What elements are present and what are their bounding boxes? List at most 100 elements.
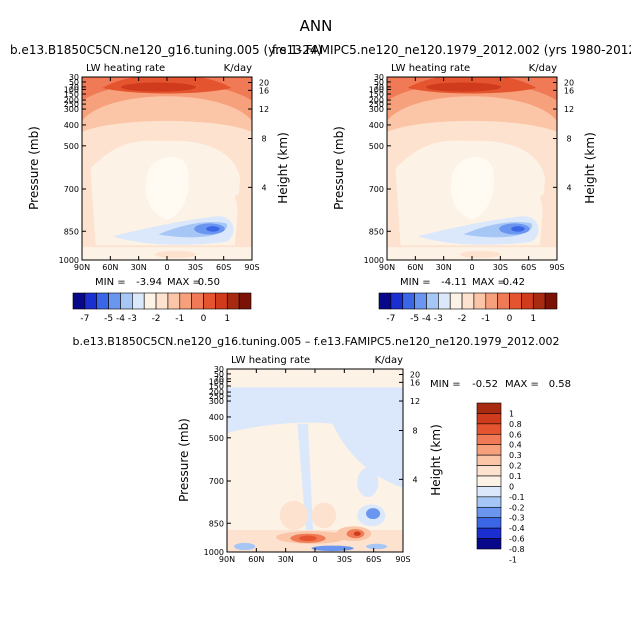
colorbar-swatch: [143, 292, 157, 310]
right-max-value: 0.42: [503, 277, 525, 288]
colorbar-tick-label: -0.6: [509, 535, 525, 544]
colorbar-swatch: [544, 292, 558, 310]
y-tick-label: 250: [209, 392, 224, 401]
right-axes: 90N 60N 30N 0 30S 60S 90S 305070100150200250300…: [364, 73, 574, 272]
y2-tick-label: 4: [566, 183, 571, 192]
contour-region: [450, 156, 494, 220]
y2-tick-label: 12: [564, 105, 574, 114]
y-tick-label: 400: [369, 121, 384, 130]
difference-y2-axis-label: Height (km): [429, 424, 443, 495]
y-tick-label: 700: [369, 185, 384, 194]
colorbar-swatch: [203, 292, 216, 310]
x-tick-label: 60N: [407, 263, 423, 272]
y2-tick-label: 4: [412, 475, 417, 484]
colorbar-swatch: [167, 292, 181, 310]
contour-region: [311, 545, 354, 552]
y-tick-label: 70: [69, 83, 79, 92]
colorbar-tick-label: -2: [458, 314, 467, 324]
y2-tick-label: 8: [261, 134, 266, 143]
y-tick-label: 700: [64, 185, 79, 194]
colorbar-tick-label: -3: [434, 314, 443, 324]
difference-min-label: MIN =: [430, 379, 461, 390]
difference-min-value: -0.52: [472, 379, 498, 390]
colorbar-tick-label: -0.2: [509, 503, 525, 512]
left-y-axis-label: Pressure (mb): [27, 126, 41, 210]
y-tick-label: 1000: [59, 256, 79, 265]
difference-heatmap-fill: [227, 369, 403, 552]
x-tick-label: 0: [312, 555, 317, 564]
contour-region: [460, 250, 501, 259]
colorbar-tick-label: -0.4: [509, 524, 525, 533]
contour-region: [540, 186, 557, 260]
colorbar-swatch: [426, 292, 439, 310]
colorbar-tick-label: -4: [422, 314, 431, 324]
contour-region: [227, 369, 403, 388]
difference-axes: 90N 60N 30N 0 30S 60S 90S 305070100150200250300…: [204, 365, 420, 564]
y-tick-label: 400: [64, 121, 79, 130]
difference-max-value: 0.58: [549, 379, 571, 390]
colorbar-swatch: [476, 506, 502, 519]
colorbar-swatch: [473, 292, 487, 310]
colorbar-swatch: [476, 402, 502, 414]
y-tick-label: 150: [369, 90, 384, 99]
contour-region: [366, 508, 381, 520]
left-panel: LW heating rate K/day Pressure (mb) Heig…: [27, 63, 290, 324]
x-tick-label: 90N: [379, 263, 395, 272]
colorbar-swatch: [438, 292, 451, 310]
y-tick-label: 500: [209, 434, 224, 443]
y-tick-label: 150: [64, 90, 79, 99]
colorbar-swatch: [476, 486, 502, 498]
contour-region: [234, 542, 256, 551]
colorbar-swatch: [521, 292, 534, 310]
x-tick-label: 90N: [219, 555, 235, 564]
difference-panel: LW heating rate K/day Pressure (mb) Heig…: [177, 355, 571, 564]
contour-region: [297, 423, 314, 534]
colorbar-swatch: [497, 292, 510, 310]
contour-region: [511, 226, 525, 232]
colorbar-swatch: [476, 454, 502, 466]
contour-region: [121, 82, 196, 92]
colorbar-swatch: [215, 292, 228, 310]
left-units-label: K/day: [224, 63, 252, 74]
y-tick-label: 300: [64, 105, 79, 114]
x-tick-label: 30S: [188, 263, 203, 272]
y2-tick-label: 8: [566, 134, 571, 143]
colorbar-swatch: [108, 292, 121, 310]
x-tick-label: 90S: [244, 263, 259, 272]
right-y-axis-label: Pressure (mb): [332, 126, 346, 210]
left-variable-label: LW heating rate: [86, 63, 165, 74]
difference-max-label: MAX =: [505, 379, 539, 390]
colorbar-tick-label: -3: [128, 314, 137, 324]
contour-region: [155, 250, 196, 259]
colorbar-tick-label: 0.4: [509, 441, 522, 450]
left-y2-axis-label: Height (km): [276, 132, 290, 203]
colorbar-swatch: [226, 292, 240, 310]
right-heatmap-fill: [387, 77, 557, 260]
colorbar-swatch: [449, 292, 463, 310]
colorbar-tick-label: 0: [201, 314, 207, 324]
colorbar-swatch: [476, 538, 502, 550]
y-tick-label: 200: [369, 96, 384, 105]
contour-region: [366, 543, 388, 550]
y-tick-label: 300: [209, 397, 224, 406]
contour-region: [279, 500, 308, 531]
difference-panel-title: b.e13.B1850C5CN.ne120_g16.tuning.005 – f…: [73, 335, 560, 348]
colorbar-tick-label: 1: [509, 409, 514, 418]
contour-region: [311, 502, 337, 529]
x-tick-label: 30N: [131, 263, 147, 272]
colorbar-swatch: [476, 527, 502, 539]
y-tick-label: 30: [69, 73, 79, 82]
y-tick-label: 50: [374, 78, 384, 87]
colorbar-swatch: [476, 413, 502, 425]
y-tick-label: 150: [209, 382, 224, 391]
colorbar-swatch: [476, 465, 502, 477]
left-heatmap-fill: [82, 77, 252, 260]
right-min-label: MIN =: [400, 277, 431, 288]
colorbar-swatch: [476, 517, 502, 529]
y-tick-label: 850: [209, 519, 224, 528]
colorbar-swatch: [485, 292, 498, 310]
y-tick-label: 500: [64, 142, 79, 151]
y-tick-label: 50: [69, 78, 79, 87]
y-tick-label: 850: [369, 227, 384, 236]
x-tick-label: 60N: [248, 555, 264, 564]
